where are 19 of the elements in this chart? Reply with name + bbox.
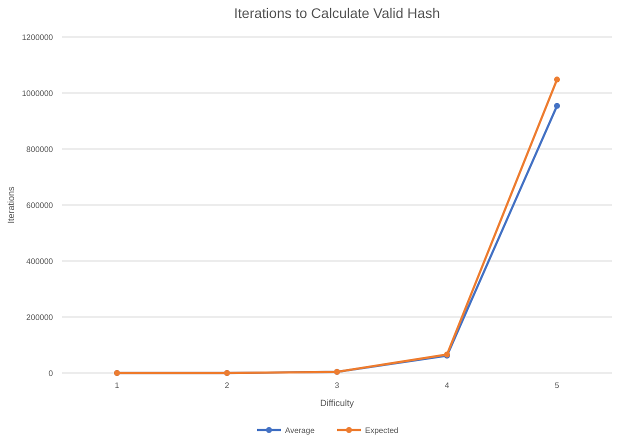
y-tick-label: 800000 [26,144,54,154]
x-tick-label: 1 [114,381,120,390]
x-axis-title: Difficulty [320,398,354,408]
y-axis-title: Iterations [6,186,16,224]
x-tick-label: 2 [224,381,230,390]
x-tick-label: 3 [334,381,340,390]
point [554,76,560,83]
y-tick-label: 200000 [26,312,54,322]
point [554,102,560,109]
chart-title: Iterations to Calculate Valid Hash [234,5,440,21]
y-tick-label: 1000000 [22,88,54,98]
y-tick-label: 600000 [26,200,54,210]
legend-label: Average [285,426,316,435]
y-tick-label: 1200000 [22,32,54,42]
x-tick-label: 4 [444,381,450,390]
legend-label: Expected [365,426,398,435]
y-tick-label: 400000 [26,256,54,266]
x-tick-label: 5 [554,381,560,390]
y-tick-label: 0 [48,368,54,378]
